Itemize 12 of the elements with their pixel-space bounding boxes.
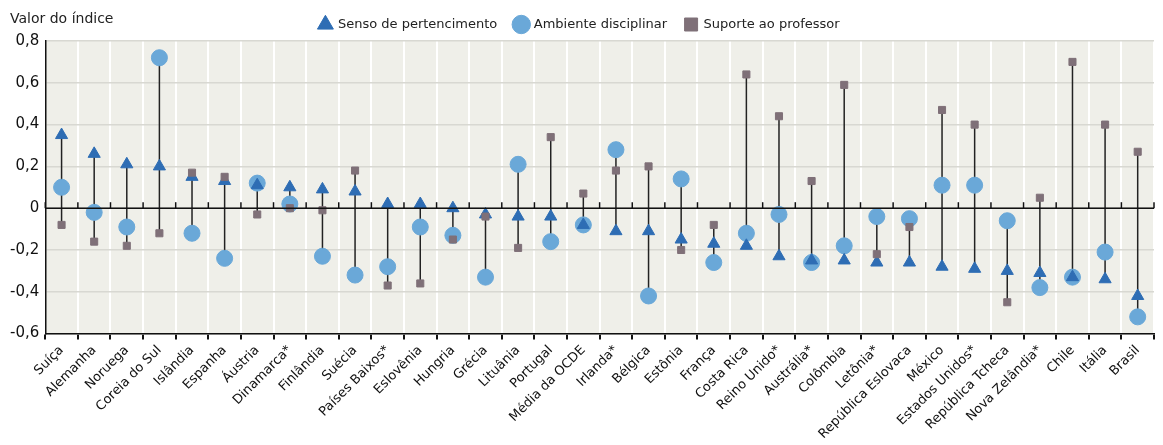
y-tick-label: -0,6	[9, 323, 40, 342]
y-tick-label: 0,8	[15, 30, 40, 49]
y-axis-title: Valor do índice	[10, 10, 114, 26]
y-tick-label: 0,6	[15, 72, 40, 91]
y-tick-label: 0,2	[15, 156, 40, 175]
legend-label: Suporte ao professor	[703, 15, 841, 31]
legend-label: Ambiente disciplinar	[533, 15, 668, 31]
y-tick-label: 0	[29, 198, 40, 217]
y-tick-label: -0,4	[9, 281, 40, 300]
y-tick-label: 0,4	[15, 114, 40, 133]
legend-label: Senso de pertencimento	[337, 15, 498, 31]
y-tick-label: -0,2	[9, 239, 40, 258]
